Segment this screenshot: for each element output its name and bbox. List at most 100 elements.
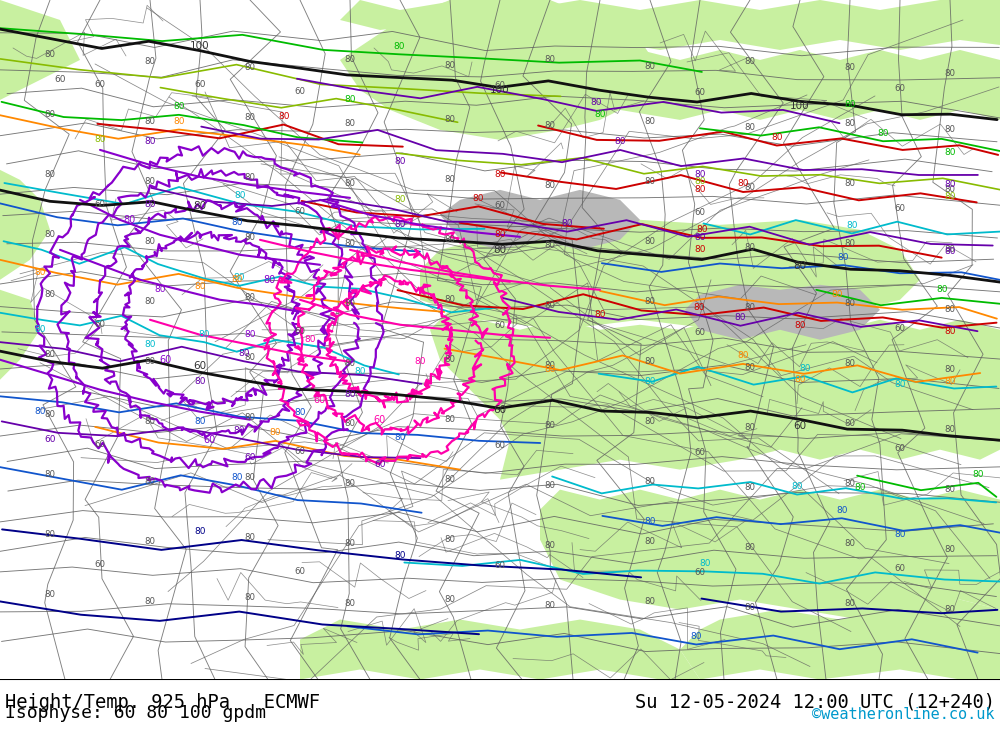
Text: 80: 80 [644,62,656,71]
Text: 60: 60 [494,321,506,331]
Text: 80: 80 [644,597,656,606]
Text: 80: 80 [944,246,956,254]
Polygon shape [340,0,1000,50]
Text: Isophyse: 60 80 100 gpdm: Isophyse: 60 80 100 gpdm [5,704,266,722]
Text: 80: 80 [944,180,956,189]
Text: 80: 80 [644,237,656,246]
Text: 80: 80 [544,56,556,65]
Text: 80: 80 [844,599,856,608]
Text: 80: 80 [793,261,807,270]
Text: 80: 80 [644,537,656,546]
Text: 80: 80 [973,471,984,479]
Text: 80: 80 [278,112,289,121]
Text: ©weatheronline.co.uk: ©weatheronline.co.uk [812,707,995,722]
Text: 80: 80 [444,115,456,125]
Text: 80: 80 [944,425,956,434]
Text: 80: 80 [394,433,406,442]
Text: 80: 80 [194,282,206,291]
Text: 80: 80 [854,483,866,492]
Text: 80: 80 [232,276,243,284]
Text: 80: 80 [194,417,206,426]
Text: 80: 80 [444,595,456,604]
Text: 80: 80 [144,340,156,349]
Text: 80: 80 [244,331,256,339]
Text: 60: 60 [493,405,507,415]
Text: 80: 80 [144,57,156,67]
Text: 80: 80 [694,177,706,186]
Text: 80: 80 [799,364,811,372]
Text: 60: 60 [494,202,506,210]
Text: 80: 80 [194,527,206,536]
Polygon shape [0,170,50,280]
Text: 80: 80 [844,479,856,488]
Text: 80: 80 [544,241,556,250]
Text: 80: 80 [394,551,406,560]
Text: 80: 80 [844,100,856,109]
Text: 80: 80 [231,218,242,227]
Text: 80: 80 [44,590,56,599]
Text: 80: 80 [144,177,156,186]
Text: 80: 80 [244,473,256,482]
Text: 80: 80 [244,114,256,122]
Text: 80: 80 [194,377,206,386]
Polygon shape [440,50,1000,120]
Text: 80: 80 [838,253,849,262]
Text: 80: 80 [944,148,956,158]
Text: 80: 80 [591,98,602,108]
Text: 60: 60 [54,75,66,84]
Text: 80: 80 [444,475,456,484]
Text: 60: 60 [294,87,306,97]
Text: 80: 80 [944,485,956,494]
Polygon shape [0,290,40,380]
Text: 80: 80 [199,330,210,339]
Text: 80: 80 [173,117,185,126]
Text: 80: 80 [44,350,56,359]
Text: 100: 100 [790,101,810,111]
Text: 80: 80 [34,268,46,277]
Text: 60: 60 [895,444,906,453]
Text: 80: 80 [836,506,848,515]
Text: 60: 60 [94,441,106,449]
Text: 80: 80 [444,415,456,424]
Text: 80: 80 [544,181,556,191]
Text: 60: 60 [193,361,207,371]
Text: 80: 80 [894,530,906,539]
Text: 80: 80 [144,117,156,126]
Text: 80: 80 [444,535,456,544]
Text: 60: 60 [374,415,386,424]
Text: 80: 80 [944,185,956,194]
Text: 80: 80 [936,285,948,295]
Text: 80: 80 [944,605,956,614]
Text: 60: 60 [895,84,906,93]
Text: 80: 80 [444,62,456,70]
Text: 80: 80 [94,136,106,144]
Text: 80: 80 [393,42,404,51]
Text: 80: 80 [344,180,356,188]
Text: 80: 80 [294,408,305,417]
Text: 60: 60 [194,81,206,89]
Text: 80: 80 [344,390,356,399]
Text: 60: 60 [494,561,506,570]
Text: 80: 80 [144,597,156,606]
Text: 80: 80 [737,351,749,361]
Text: 80: 80 [744,603,756,612]
Text: 80: 80 [154,285,166,294]
Text: 60: 60 [294,447,306,456]
Text: 80: 80 [744,543,756,552]
Text: 80: 80 [844,239,856,248]
Text: 80: 80 [691,632,702,641]
Text: Su 12-05-2024 12:00 UTC (12+240): Su 12-05-2024 12:00 UTC (12+240) [635,693,995,712]
Text: 80: 80 [544,361,556,370]
Polygon shape [420,220,920,330]
Text: 60: 60 [294,327,306,336]
Text: 80: 80 [193,201,207,211]
Text: 60: 60 [94,560,106,569]
Text: 80: 80 [444,356,456,364]
Text: 80: 80 [270,428,281,438]
Text: 80: 80 [44,230,56,239]
Text: 80: 80 [244,293,256,302]
Polygon shape [440,190,640,250]
Text: 80: 80 [644,477,656,486]
Text: 80: 80 [644,357,656,366]
Text: 80: 80 [562,219,573,228]
